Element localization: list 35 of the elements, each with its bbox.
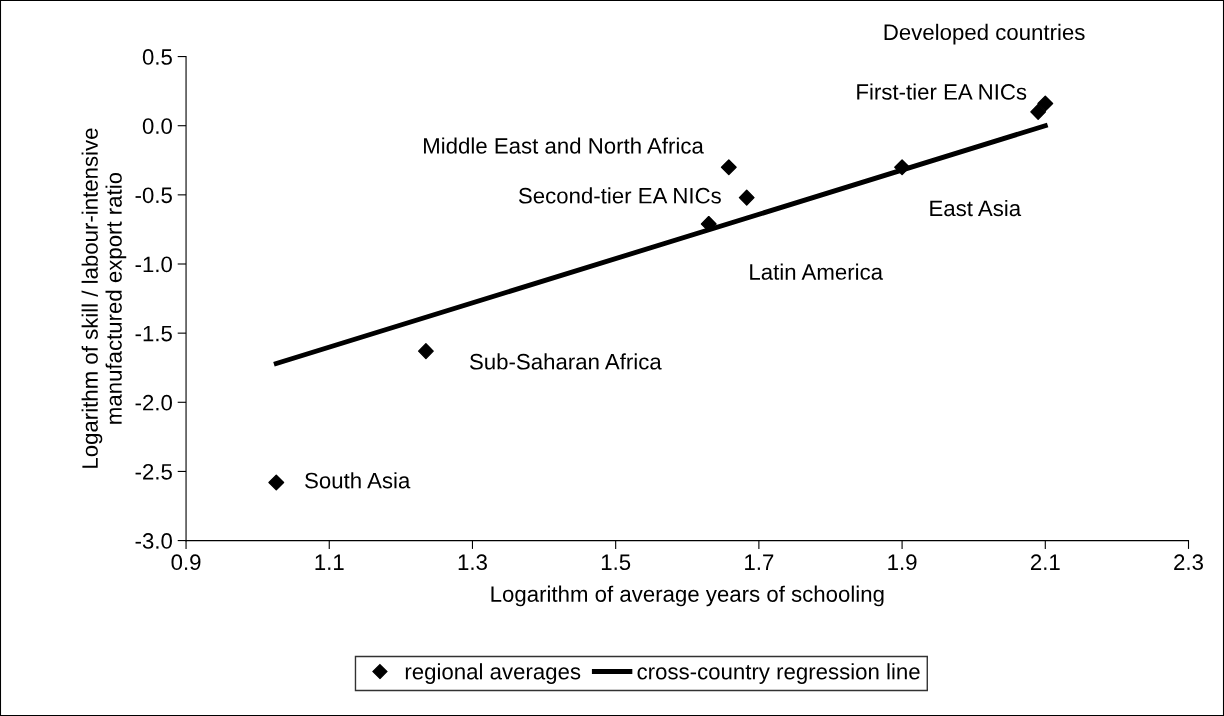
x-tick-label: 0.9 [171, 554, 201, 571]
y-axis-title: Logarithm of skill / labour-intensive manufactured export ratio [81, 128, 127, 468]
point [1037, 95, 1054, 112]
x-axis-title: Logarithm of average years of schooling [491, 585, 884, 607]
y-tick-label: -1.5 [135, 325, 172, 342]
point [417, 343, 434, 360]
x-tick-label: 1.5 [601, 554, 631, 571]
x-tick-label: 1.9 [888, 554, 917, 571]
annotation: First-tier EA NICs [857, 83, 1027, 100]
annotation: Second-tier EA NICs [518, 187, 721, 204]
point [894, 159, 911, 176]
y-tick-label: -3.0 [135, 533, 172, 549]
point [1030, 103, 1047, 120]
y-tick-label: 0.0 [142, 118, 172, 134]
x-tick-label: 1.7 [745, 554, 774, 570]
annotation: Sub-Saharan Africa [469, 353, 662, 370]
y-tick-label: -0.5 [135, 187, 172, 204]
annotation: East Asia [930, 199, 1022, 217]
y-tick-label: -2.0 [135, 394, 172, 411]
annotation: Developed countries [884, 23, 1085, 45]
x-tick-label: 2.3 [1174, 554, 1203, 571]
point [738, 189, 755, 206]
y-tick-label: 0.5 [142, 49, 172, 65]
annotation: South Asia [305, 472, 411, 489]
point [720, 159, 737, 176]
point [268, 474, 285, 491]
x-tick-label: 1.1 [315, 554, 344, 570]
x-tick-label: 2.1 [1030, 554, 1060, 570]
annotation: Latin America [750, 263, 884, 280]
y-tick-label: -1.0 [135, 256, 172, 273]
legend-label: cross-country regression line [637, 663, 920, 684]
y-tick-label: -2.5 [135, 463, 172, 480]
annotation: Middle East and North Africa [424, 137, 704, 154]
x-tick-label: 1.3 [458, 554, 487, 571]
legend-label: regional averages [405, 663, 581, 684]
